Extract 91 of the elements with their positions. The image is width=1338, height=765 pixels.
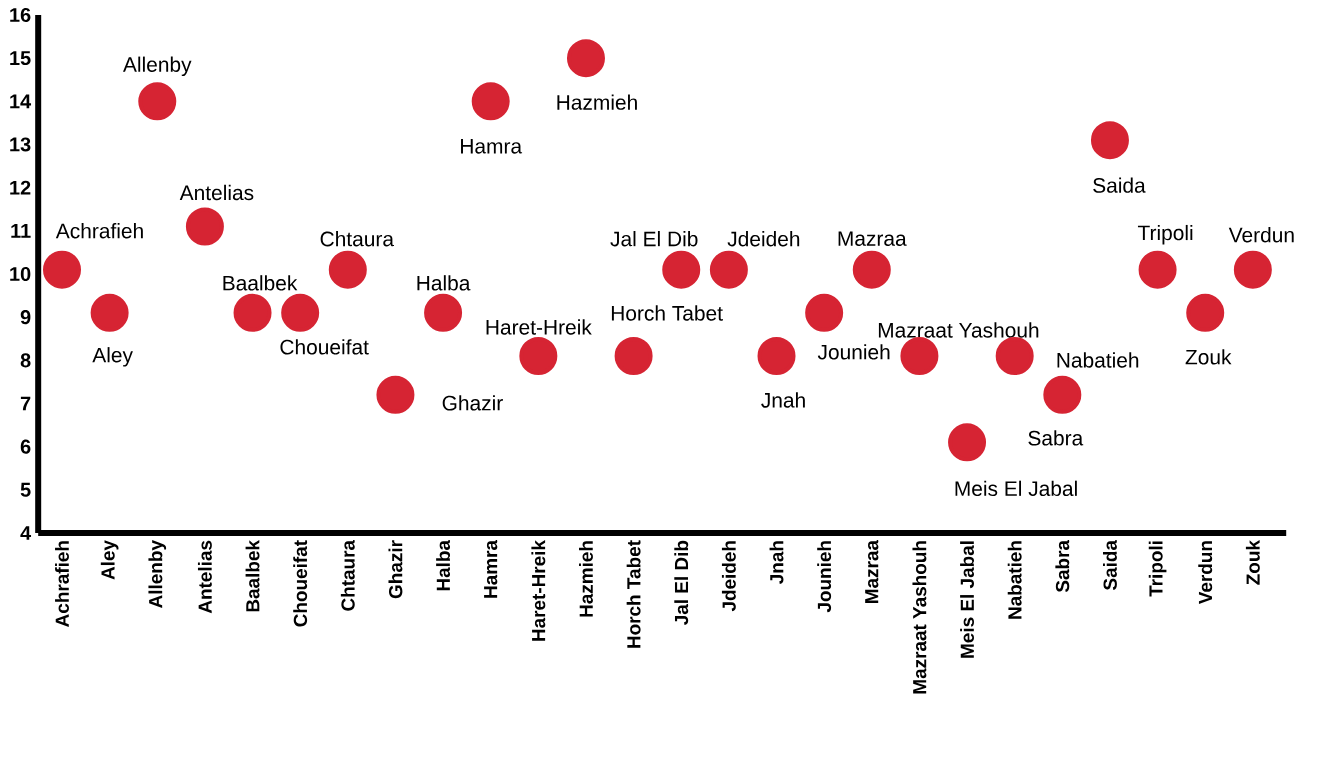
point	[376, 375, 415, 414]
annotation: Jnah	[761, 392, 805, 408]
point	[948, 423, 987, 462]
y-tick-label: 11	[11, 223, 31, 238]
x-tick-label: Hazmieh	[579, 541, 593, 617]
x-tick-label: Chtaura	[340, 539, 355, 611]
point	[1233, 250, 1272, 289]
annotation: Aley	[92, 347, 133, 367]
x-tick-label: Mazraat Yashouh	[912, 541, 927, 694]
annotation: Sabra	[1028, 430, 1084, 446]
x-tick-label: Meis El Jabal	[960, 541, 974, 658]
x-tick-label: Tripoli	[1148, 541, 1167, 597]
annotation: Jdeideh	[727, 231, 800, 247]
point	[852, 250, 891, 289]
point	[424, 293, 463, 332]
x-tick-label: Saida	[1103, 539, 1117, 591]
point	[709, 250, 748, 289]
point	[1043, 375, 1082, 414]
annotation: Baalbek	[223, 275, 298, 291]
point	[900, 337, 939, 376]
x-tick-label: Nabatieh	[1007, 541, 1022, 619]
point	[281, 293, 320, 332]
x-tick-label: Verdun	[1198, 541, 1213, 605]
annotation: Ghazir	[442, 395, 503, 411]
annotation: Hazmieh	[557, 94, 637, 110]
annotation: Antelias	[179, 184, 254, 201]
annotation: Hamra	[461, 139, 523, 154]
annotation: Meis El Jabal	[955, 480, 1077, 497]
x-tick-label: Choueifat	[293, 540, 308, 627]
annotation: Chtaura	[320, 231, 394, 247]
y-tick-label: 15	[10, 51, 31, 66]
point	[233, 293, 272, 332]
x-tick-label: Jal El Dib	[674, 540, 689, 625]
point	[43, 250, 81, 289]
point	[1186, 293, 1225, 332]
y-tick-label: 14	[10, 94, 32, 109]
x-tick-label: Antelias	[197, 540, 212, 614]
annotation: Achrafieh	[55, 223, 143, 239]
annotation: Halba	[417, 275, 471, 291]
x-tick-label: Haret-Hreik	[531, 540, 546, 641]
point	[757, 337, 796, 376]
point	[519, 337, 558, 376]
x-tick-label: Achrafieh	[55, 541, 69, 627]
point	[185, 207, 224, 246]
x-tick-label: Horch Tabet	[626, 540, 641, 648]
point	[138, 82, 177, 121]
annotation: Choueifat	[280, 339, 369, 355]
annotation: Jal El Dib	[610, 231, 698, 247]
point	[662, 250, 701, 289]
point	[328, 250, 367, 289]
x-tick-label: Jdeideh	[721, 541, 736, 612]
annotation: Mazraat Yashouh	[878, 322, 1039, 338]
annotation: Verdun	[1228, 227, 1294, 243]
point	[614, 337, 653, 376]
x-tick-label: Sabra	[1055, 539, 1070, 593]
point	[805, 293, 844, 332]
annotation: Allenby	[122, 56, 192, 77]
annotation: Zouk	[1185, 349, 1232, 365]
x-tick-label: Baalbek	[245, 540, 260, 612]
x-tick-label: Ghazir	[388, 540, 403, 599]
y-tick-label: 9	[20, 310, 31, 325]
y-tick-label: 16	[10, 7, 31, 23]
x-tick-label: Jnah	[769, 541, 784, 584]
x-tick-label: Halba	[436, 539, 451, 591]
y-tick-label: 4	[20, 526, 32, 540]
annotation: Haret-Hreik	[486, 319, 592, 335]
annotation: Mazraa	[838, 231, 907, 246]
x-tick-label: Mazraa	[865, 539, 879, 603]
x-tick-label: Aley	[100, 540, 119, 580]
x-tick-label: Hamra	[484, 539, 498, 598]
point	[90, 293, 129, 332]
point	[1090, 121, 1129, 160]
annotation: Jounieh	[817, 344, 890, 360]
y-tick-label: 6	[20, 439, 31, 454]
x-tick-label: Zouk	[1245, 539, 1260, 585]
y-tick-label: 8	[20, 353, 31, 368]
annotation: Nabatieh	[1057, 352, 1139, 368]
y-tick-label: 10	[10, 266, 31, 282]
point	[471, 82, 510, 121]
point	[995, 337, 1034, 376]
y-tick-label: 7	[20, 396, 31, 411]
annotation: Horch Tabet	[611, 305, 723, 321]
y-tick-label: 5	[20, 482, 31, 497]
annotation: Saida	[1093, 177, 1146, 193]
annotation: Tripoli	[1137, 224, 1193, 245]
x-tick-label: Allenby	[148, 540, 167, 608]
y-tick-label: 13	[10, 137, 31, 152]
point	[1138, 250, 1177, 289]
point	[566, 39, 605, 78]
y-tick-label: 12	[10, 180, 31, 195]
x-tick-label: Jounieh	[817, 541, 832, 613]
